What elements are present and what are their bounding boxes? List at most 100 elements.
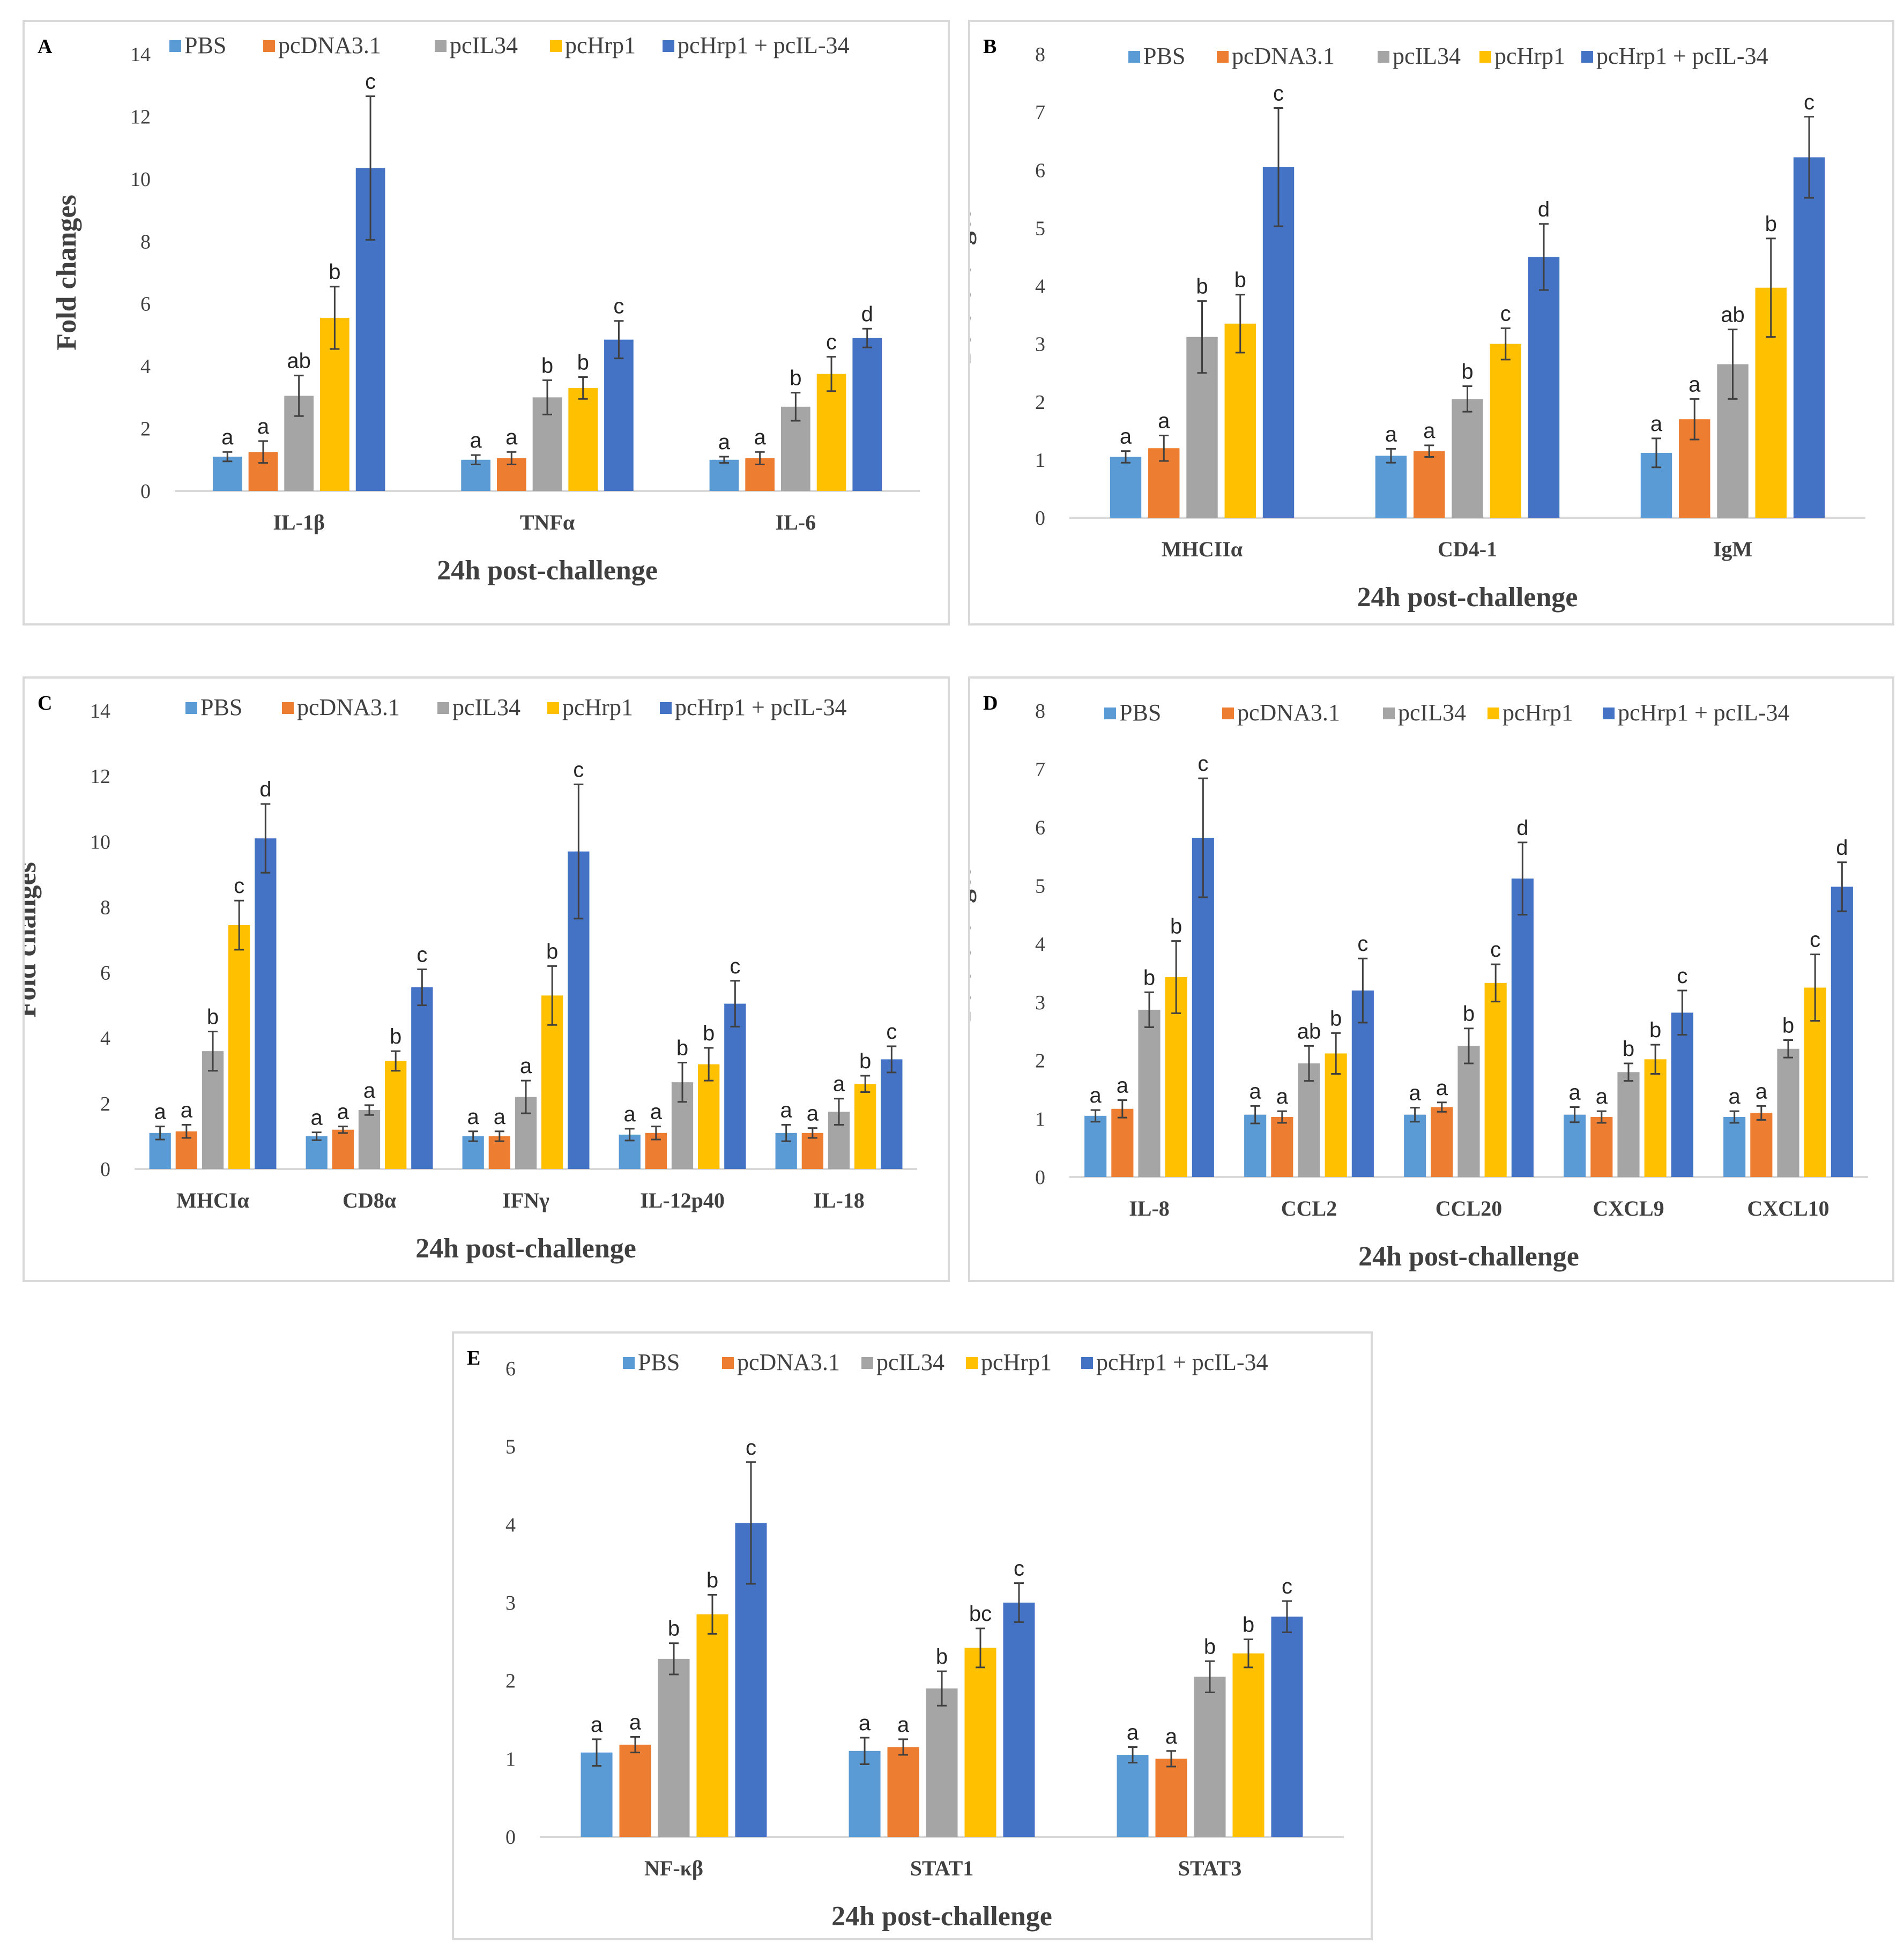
bar bbox=[358, 1110, 381, 1169]
significance-label: c bbox=[234, 874, 244, 898]
y-axis-title: Fold changes bbox=[970, 866, 977, 1022]
y-tick-label: 3 bbox=[1035, 333, 1045, 356]
legend-swatch bbox=[663, 40, 674, 52]
y-tick-label: 14 bbox=[90, 700, 110, 723]
bar bbox=[696, 1614, 728, 1837]
significance-label: a bbox=[591, 1713, 603, 1737]
significance-label: bc bbox=[969, 1602, 992, 1626]
legend-swatch bbox=[660, 702, 672, 714]
significance-label: ab bbox=[1721, 303, 1745, 327]
bar bbox=[1084, 1115, 1107, 1177]
y-tick-label: 1 bbox=[505, 1748, 516, 1770]
bar bbox=[1414, 451, 1445, 518]
y-tick-label: 7 bbox=[1035, 758, 1045, 781]
significance-label: b bbox=[1782, 1014, 1794, 1037]
significance-label: b bbox=[1196, 275, 1208, 299]
bar bbox=[1777, 1048, 1799, 1177]
significance-label: a bbox=[1158, 409, 1170, 433]
legend-swatch bbox=[547, 702, 559, 714]
y-tick-label: 5 bbox=[1035, 875, 1045, 897]
y-tick-label: 2 bbox=[505, 1670, 516, 1693]
significance-label: b bbox=[936, 1645, 948, 1669]
legend-swatch bbox=[282, 702, 294, 714]
bar bbox=[1511, 878, 1534, 1177]
significance-label: ab bbox=[1297, 1019, 1321, 1043]
bar bbox=[1271, 1116, 1293, 1177]
significance-label: a bbox=[337, 1100, 349, 1124]
bar bbox=[1644, 1059, 1667, 1177]
bar bbox=[1564, 1114, 1586, 1177]
significance-label: a bbox=[1117, 1074, 1129, 1097]
significance-label: b bbox=[790, 367, 801, 390]
y-tick-label: 6 bbox=[100, 962, 110, 985]
legend-label: pcHrp1 + pcIL-34 bbox=[1618, 699, 1789, 726]
significance-label: a bbox=[1165, 1725, 1178, 1748]
significance-label: b bbox=[541, 354, 553, 377]
chart-panel-e: E 0 1 2 3 4 5 6 a a b b c NF-κβ a a b bc c STAT1 a a b b c STAT3 2… bbox=[452, 1331, 1373, 1940]
y-axis-title: Fold changes bbox=[25, 862, 42, 1017]
bar bbox=[1138, 1009, 1161, 1177]
panel-a-letter: A bbox=[38, 35, 53, 58]
significance-label: c bbox=[1500, 302, 1511, 325]
legend-label: pcDNA3.1 bbox=[1237, 699, 1340, 726]
legend-swatch bbox=[1488, 708, 1499, 719]
significance-label: a bbox=[505, 426, 518, 449]
bar bbox=[852, 338, 882, 491]
y-tick-label: 10 bbox=[90, 831, 110, 853]
bar bbox=[1224, 323, 1256, 518]
legend-swatch bbox=[1104, 708, 1116, 719]
bar bbox=[854, 1084, 876, 1169]
legend-swatch bbox=[861, 1357, 873, 1369]
significance-label: a bbox=[363, 1079, 376, 1103]
y-tick-label: 2 bbox=[140, 418, 151, 441]
significance-label: a bbox=[718, 430, 731, 454]
x-axis-title: 24h post-challenge bbox=[831, 1901, 1052, 1932]
y-tick-label: 0 bbox=[505, 1826, 516, 1849]
y-tick-label: 1 bbox=[1035, 449, 1045, 472]
significance-label: b bbox=[668, 1617, 680, 1641]
bar bbox=[1298, 1063, 1320, 1177]
y-tick-label: 14 bbox=[130, 43, 151, 66]
bar bbox=[1457, 1046, 1480, 1177]
bar bbox=[964, 1648, 996, 1837]
bar bbox=[619, 1745, 651, 1837]
significance-label: a bbox=[624, 1103, 636, 1126]
significance-label: a bbox=[494, 1105, 506, 1129]
significance-label: d bbox=[1836, 836, 1848, 860]
category-label: CD4-1 bbox=[1438, 537, 1497, 561]
x-axis-title: 24h post-challenge bbox=[1357, 582, 1578, 613]
legend-label: PBS bbox=[638, 1349, 680, 1375]
bar bbox=[1452, 399, 1483, 518]
significance-label: c bbox=[1810, 928, 1820, 952]
significance-label: a bbox=[1729, 1085, 1741, 1108]
significance-label: c bbox=[730, 955, 740, 978]
bar bbox=[1194, 1677, 1226, 1837]
significance-label: c bbox=[416, 943, 427, 966]
bar bbox=[1232, 1653, 1265, 1837]
significance-label: d bbox=[259, 778, 271, 801]
y-tick-label: 5 bbox=[1035, 217, 1045, 240]
bar bbox=[1375, 456, 1407, 518]
y-tick-label: 0 bbox=[100, 1158, 110, 1181]
legend-label: PBS bbox=[1119, 699, 1161, 726]
panel-c-letter: C bbox=[38, 692, 52, 714]
y-tick-label: 3 bbox=[505, 1592, 516, 1614]
category-label: NF-κβ bbox=[644, 1856, 703, 1880]
category-label: CCL2 bbox=[1281, 1196, 1337, 1220]
y-tick-label: 6 bbox=[140, 293, 151, 316]
significance-label: c bbox=[1804, 91, 1814, 114]
bar bbox=[411, 987, 433, 1169]
legend-label: pcHrp1 bbox=[981, 1349, 1052, 1375]
significance-label: a bbox=[221, 426, 234, 449]
y-tick-label: 3 bbox=[1035, 992, 1045, 1014]
significance-label: b bbox=[1170, 915, 1182, 939]
significance-label: a bbox=[1276, 1085, 1289, 1108]
legend-label: PBS bbox=[184, 32, 226, 58]
legend-label: PBS bbox=[200, 694, 242, 720]
significance-label: c bbox=[1357, 932, 1368, 956]
bar bbox=[1244, 1114, 1267, 1177]
legend-swatch bbox=[623, 1357, 635, 1369]
legend-label: pcIL34 bbox=[452, 694, 520, 720]
bar bbox=[698, 1064, 720, 1169]
